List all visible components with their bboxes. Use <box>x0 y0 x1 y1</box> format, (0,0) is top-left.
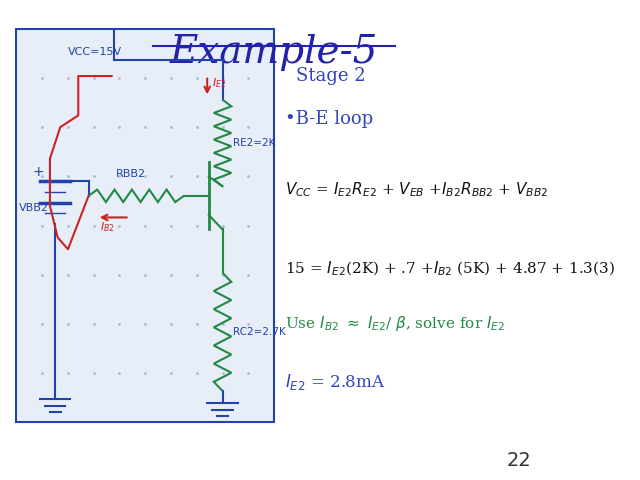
Text: $V_{CC}$ = $I_{E2}R_{E2}$ + $V_{EB}$ +$I_{B2}R_{BB2}$ + $V_{BB2}$: $V_{CC}$ = $I_{E2}R_{E2}$ + $V_{EB}$ +$I… <box>285 180 548 199</box>
Text: Use $I_{B2}$ $\approx$ $I_{E2}$/ $\beta$, solve for $I_{E2}$: Use $I_{B2}$ $\approx$ $I_{E2}$/ $\beta$… <box>285 314 505 334</box>
Text: VBB2: VBB2 <box>19 203 49 213</box>
Text: Stage 2: Stage 2 <box>296 67 365 85</box>
Text: +: + <box>33 165 44 179</box>
Text: RE2=2K: RE2=2K <box>234 138 276 148</box>
Text: RBB2: RBB2 <box>116 169 146 179</box>
Text: 15 = $I_{E2}$(2K) + .7 +$I_{B2}$ (5K) + 4.87 + 1.3(3): 15 = $I_{E2}$(2K) + .7 +$I_{B2}$ (5K) + … <box>285 259 615 277</box>
Bar <box>17 29 274 422</box>
Text: $I_{E2}$: $I_{E2}$ <box>212 77 226 90</box>
Text: $I_{E2}$ = 2.8mA: $I_{E2}$ = 2.8mA <box>285 372 385 392</box>
Text: RC2=2.7K: RC2=2.7K <box>234 327 286 337</box>
Text: VCC=15V: VCC=15V <box>68 48 122 58</box>
Text: 22: 22 <box>507 451 532 470</box>
Text: $I_{B2}$: $I_{B2}$ <box>100 220 115 234</box>
Text: Example-5: Example-5 <box>170 34 378 71</box>
Text: •B-E loop: •B-E loop <box>285 110 373 128</box>
